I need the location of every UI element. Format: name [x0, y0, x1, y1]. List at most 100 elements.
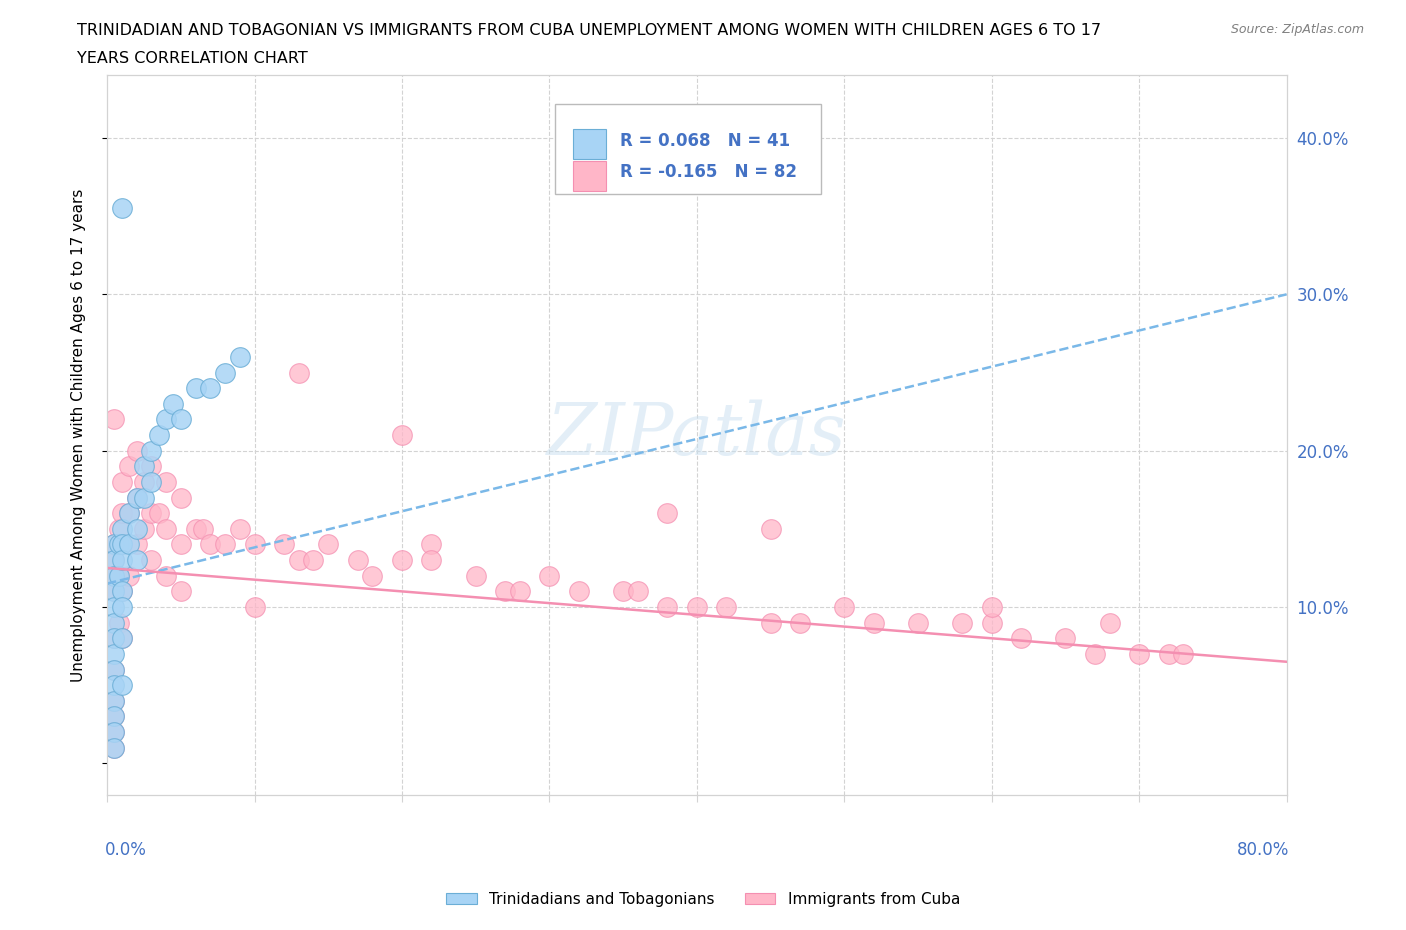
Point — [103, 552, 125, 567]
Point — [980, 616, 1002, 631]
Point — [302, 552, 325, 567]
Point — [111, 600, 134, 615]
Point — [103, 568, 125, 583]
Point — [612, 584, 634, 599]
Point — [1098, 616, 1121, 631]
Point — [103, 552, 125, 567]
Point — [103, 724, 125, 739]
Point — [125, 537, 148, 551]
Point — [111, 201, 134, 216]
Point — [125, 490, 148, 505]
Point — [103, 694, 125, 709]
FancyBboxPatch shape — [574, 129, 606, 159]
Point — [103, 616, 125, 631]
Point — [111, 631, 134, 645]
Point — [494, 584, 516, 599]
Point — [148, 506, 170, 521]
Point — [716, 600, 738, 615]
Point — [1173, 646, 1195, 661]
Point — [103, 709, 125, 724]
Point — [103, 740, 125, 755]
Point — [155, 474, 177, 489]
Text: 0.0%: 0.0% — [104, 842, 146, 859]
FancyBboxPatch shape — [555, 104, 821, 194]
Point — [103, 600, 125, 615]
Point — [155, 522, 177, 537]
Point — [103, 631, 125, 645]
Point — [111, 506, 134, 521]
Point — [111, 584, 134, 599]
Point — [162, 396, 184, 411]
Point — [125, 444, 148, 458]
Point — [111, 631, 134, 645]
Point — [103, 709, 125, 724]
Point — [686, 600, 709, 615]
Point — [148, 428, 170, 443]
Text: Source: ZipAtlas.com: Source: ZipAtlas.com — [1230, 23, 1364, 36]
Point — [125, 490, 148, 505]
Point — [170, 537, 193, 551]
Point — [214, 365, 236, 380]
Point — [111, 552, 134, 567]
Point — [170, 490, 193, 505]
Point — [1054, 631, 1077, 645]
Point — [111, 537, 134, 551]
Point — [191, 522, 214, 537]
Point — [464, 568, 486, 583]
Point — [420, 552, 443, 567]
Point — [103, 740, 125, 755]
Point — [155, 412, 177, 427]
Point — [125, 552, 148, 567]
Point — [229, 350, 252, 365]
Point — [214, 537, 236, 551]
Point — [1157, 646, 1180, 661]
Point — [103, 412, 125, 427]
Point — [243, 537, 266, 551]
Point — [538, 568, 561, 583]
Point — [391, 552, 413, 567]
Point — [200, 380, 222, 395]
Point — [950, 616, 973, 631]
Text: YEARS CORRELATION CHART: YEARS CORRELATION CHART — [77, 51, 308, 66]
Point — [759, 522, 782, 537]
Point — [118, 458, 141, 473]
Point — [907, 616, 929, 631]
Point — [789, 616, 811, 631]
Point — [103, 631, 125, 645]
Point — [391, 428, 413, 443]
Point — [346, 552, 368, 567]
Text: R = 0.068   N = 41: R = 0.068 N = 41 — [620, 132, 790, 150]
Point — [170, 412, 193, 427]
Point — [1128, 646, 1150, 661]
Point — [103, 568, 125, 583]
Point — [125, 522, 148, 537]
Text: TRINIDADIAN AND TOBAGONIAN VS IMMIGRANTS FROM CUBA UNEMPLOYMENT AMONG WOMEN WITH: TRINIDADIAN AND TOBAGONIAN VS IMMIGRANTS… — [77, 23, 1101, 38]
Point — [657, 506, 679, 521]
Point — [103, 678, 125, 693]
Point — [1084, 646, 1107, 661]
Point — [657, 600, 679, 615]
Point — [118, 537, 141, 551]
Point — [132, 490, 155, 505]
Point — [111, 537, 134, 551]
Point — [103, 662, 125, 677]
Text: R = -0.165   N = 82: R = -0.165 N = 82 — [620, 163, 797, 181]
Point — [509, 584, 531, 599]
Point — [118, 506, 141, 521]
Point — [627, 584, 650, 599]
Point — [103, 724, 125, 739]
Point — [184, 380, 207, 395]
Point — [111, 678, 134, 693]
Point — [980, 600, 1002, 615]
Point — [229, 522, 252, 537]
Point — [141, 552, 163, 567]
Point — [862, 616, 884, 631]
Point — [103, 537, 125, 551]
Point — [184, 522, 207, 537]
Point — [141, 444, 163, 458]
Text: ZIPatlas: ZIPatlas — [547, 400, 846, 471]
Point — [141, 506, 163, 521]
Point — [287, 552, 309, 567]
Point — [108, 522, 131, 537]
Point — [103, 662, 125, 677]
